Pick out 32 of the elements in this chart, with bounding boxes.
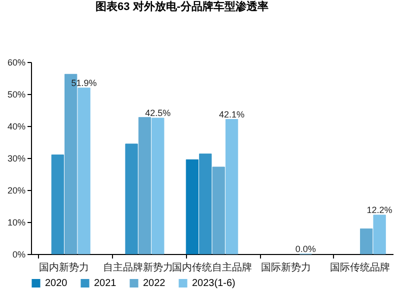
bar [152,118,164,254]
x-tick-label: 国内新势力 [39,262,90,274]
data-label: 12.2% [366,204,392,215]
bar [212,166,225,254]
y-tick-label: 10% [7,218,26,228]
data-label: 42.1% [219,109,245,120]
x-tick-label: 国际传统品牌 [330,262,390,274]
bar [186,159,199,254]
legend-label: 2020 [45,278,68,290]
bar [225,119,238,254]
legend-label: 2023(1-6) [192,278,236,290]
bar [360,228,373,254]
bar [51,154,64,254]
data-label: 0.0% [295,244,316,254]
legend-label: 2021 [94,278,117,290]
bar [125,144,138,254]
y-tick-label: 60% [7,58,26,68]
x-tick-label: 自主品牌新势力 [103,262,174,274]
chart-title: 图表63 对外放电-分品牌车型渗透率 [96,0,268,13]
x-tick-label: 国际新势力 [260,262,311,274]
bar [199,154,212,254]
y-tick-label: 40% [7,122,26,132]
y-tick-label: 50% [7,90,26,100]
legend-label: 2022 [143,278,166,290]
bar [138,117,152,254]
x-tick-label: 国内传统自主品牌 [172,262,252,274]
data-label: 42.5% [145,108,171,118]
y-tick-label: 20% [7,186,26,196]
bar [78,88,90,254]
bar [373,214,386,254]
y-tick-label: 30% [7,154,26,164]
y-tick-label: 0% [12,250,26,260]
